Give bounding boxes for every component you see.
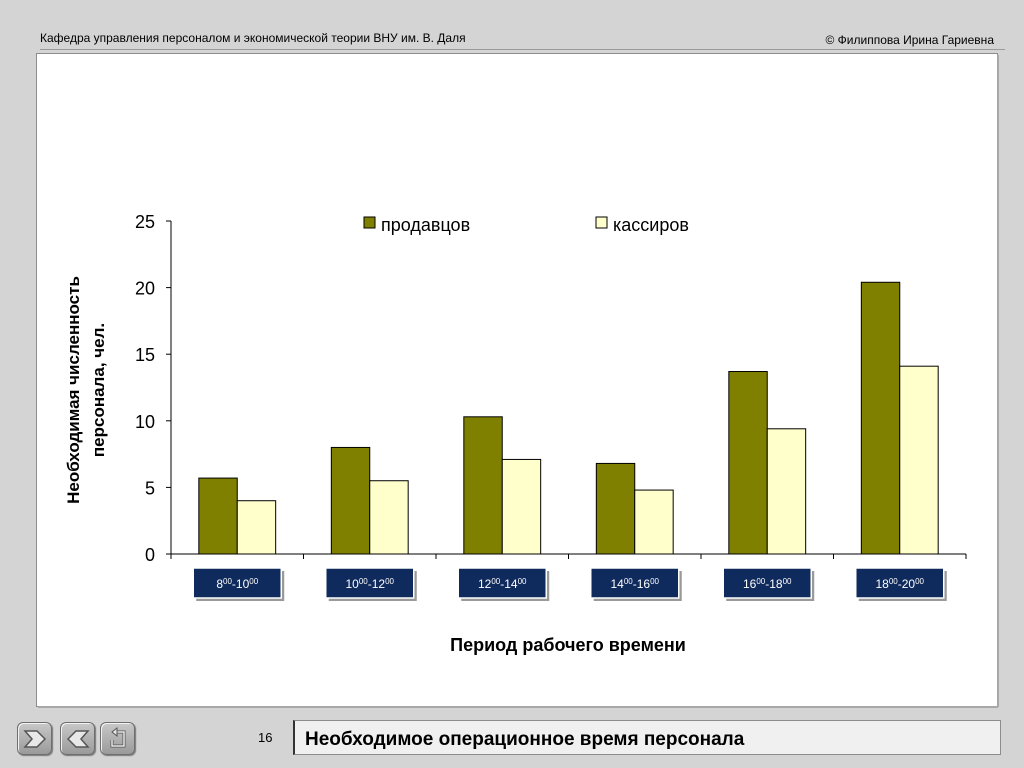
return-icon <box>110 726 125 747</box>
page-number: 16 <box>258 730 273 745</box>
return-button[interactable] <box>100 722 135 755</box>
bar-kassiry <box>766 428 807 555</box>
legend-label-kassiry: кассиров <box>613 215 689 235</box>
bar-kassiry <box>236 500 277 555</box>
bar-prodavtsy <box>860 281 901 555</box>
y-axis-title-line2: персонала, чел. <box>89 323 108 457</box>
y-tick-label: 5 <box>145 478 155 498</box>
chart-legend: продавцов кассиров <box>363 215 689 235</box>
legend-label-prodavtsy: продавцов <box>381 215 470 235</box>
frame-shadow-bottom <box>38 706 998 708</box>
bar-prodavtsy <box>728 371 768 555</box>
y-tick-label: 0 <box>145 545 155 565</box>
bar-prodavtsy <box>198 477 238 555</box>
period-label: 1000-1200 <box>325 567 417 601</box>
legend-swatch-kassiry <box>595 216 608 229</box>
period-label-text: 1000-1200 <box>345 577 394 592</box>
period-label-text: 800-1000 <box>216 577 258 592</box>
chart-bars <box>198 281 939 555</box>
bar-kassiry <box>501 458 542 555</box>
y-tick-labels: 0 5 10 15 20 25 <box>135 212 155 565</box>
back-button[interactable] <box>60 722 95 755</box>
frame-shadow-right <box>997 55 999 707</box>
period-label: 800-1000 <box>192 567 285 601</box>
bar-kassiry <box>899 365 939 555</box>
period-label-text: 1200-1400 <box>478 577 527 592</box>
bar-prodavtsy <box>595 462 636 555</box>
period-label-text: 1600-1800 <box>743 577 792 592</box>
legend-swatch-prodavtsy <box>363 216 376 229</box>
header-divider <box>40 49 1005 50</box>
period-label-box <box>325 567 415 599</box>
bar-kassiry <box>634 489 674 555</box>
y-tick-label: 20 <box>135 279 155 299</box>
period-label-box <box>192 567 282 599</box>
y-axis-title-line1: Необходимая численность <box>64 276 83 504</box>
forward-button[interactable] <box>17 722 52 755</box>
period-label-box <box>855 567 945 599</box>
period-label: 1400-1600 <box>590 567 682 601</box>
slide-title-box: Необходимое операционное время персонала <box>293 720 1001 755</box>
y-tick-label: 15 <box>135 345 155 365</box>
period-labels: 800-1000 1000-1200 1200-1400 1400-1600 1600-… <box>192 567 947 601</box>
y-tick-label: 10 <box>135 412 155 432</box>
x-axis-title: Период рабочего времени <box>450 635 686 655</box>
bar-kassiry <box>369 480 409 555</box>
period-label-box <box>590 567 680 599</box>
chart-axes <box>166 220 967 559</box>
period-label-text: 1400-1600 <box>610 577 659 592</box>
period-label: 1800-2000 <box>855 567 947 601</box>
y-tick-label: 25 <box>135 212 155 232</box>
period-label: 1200-1400 <box>457 567 550 601</box>
period-label-box <box>722 567 812 599</box>
period-label-box <box>457 567 547 599</box>
forward-icon <box>22 729 46 748</box>
back-icon <box>66 729 90 748</box>
bar-prodavtsy <box>330 446 371 555</box>
bar-prodavtsy <box>463 416 503 555</box>
header-department: Кафедра управления персоналом и экономич… <box>40 31 466 45</box>
header-author: © Филиппова Ирина Гариевна <box>825 33 995 47</box>
period-label-text: 1800-2000 <box>875 577 924 592</box>
period-label: 1600-1800 <box>722 567 815 601</box>
slide-title: Необходимое операционное время персонала <box>305 729 745 750</box>
